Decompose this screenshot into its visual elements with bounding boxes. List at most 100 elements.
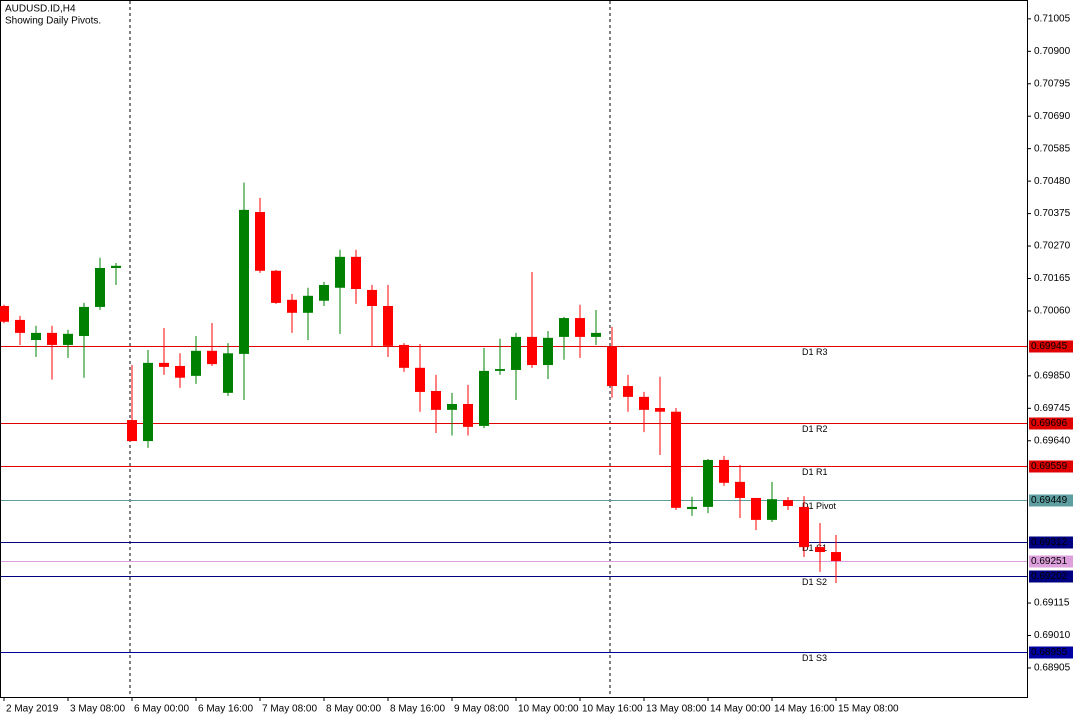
candle-body — [95, 267, 105, 307]
candle-body — [447, 403, 457, 410]
candle-body — [15, 319, 25, 333]
x-tick-label: 14 May 16:00 — [774, 704, 835, 715]
x-tick-label: 15 May 08:00 — [838, 704, 899, 715]
price-tag-label: 0.68955 — [1031, 647, 1068, 658]
candle-body — [271, 270, 281, 303]
candle-body — [431, 391, 441, 410]
candle-body — [623, 386, 633, 397]
y-tick-label: 0.71005 — [1034, 13, 1071, 24]
candle-body — [127, 420, 137, 442]
x-tick-label: 3 May 08:00 — [70, 704, 125, 715]
candle-body — [159, 362, 169, 367]
candle-body — [303, 295, 313, 313]
y-tick-label: 0.70585 — [1034, 143, 1071, 154]
candle-body — [703, 459, 713, 507]
price-tag-label: 0.69312 — [1031, 537, 1068, 548]
candle-body — [783, 500, 793, 506]
candle-body — [687, 506, 697, 510]
candle-body — [527, 336, 537, 366]
candle-body — [175, 365, 185, 378]
price-tag — [1029, 555, 1073, 568]
candle-body — [319, 284, 329, 301]
candle-body — [255, 212, 265, 271]
candle-body — [639, 396, 649, 410]
candle-body — [719, 459, 729, 483]
candle-body — [559, 318, 569, 337]
candle-body — [351, 256, 361, 289]
price-tag-label: 0.69251 — [1031, 556, 1068, 567]
y-tick-label: 0.69745 — [1034, 403, 1071, 414]
candle-body — [111, 265, 121, 268]
y-tick-label: 0.70690 — [1034, 111, 1071, 122]
candle-body — [367, 289, 377, 306]
candle-body — [191, 350, 201, 376]
pivot-name: D1 R2 — [802, 424, 828, 434]
candle-body — [575, 318, 585, 337]
candle-body — [31, 332, 41, 340]
candle-body — [463, 403, 473, 427]
candle-body — [511, 336, 521, 370]
chart-title: AUDUSD.ID,H4 — [5, 4, 76, 15]
candle-body — [63, 333, 73, 345]
pivot-name: D1 S2 — [802, 577, 827, 587]
candle-body — [239, 209, 249, 354]
candle-body — [799, 506, 809, 548]
y-tick-label: 0.70900 — [1034, 46, 1071, 57]
price-tag — [1029, 536, 1073, 549]
price-tag — [1029, 646, 1073, 659]
y-tick-label: 0.69640 — [1034, 435, 1071, 446]
x-tick-label: 13 May 08:00 — [646, 704, 707, 715]
y-tick-label: 0.70375 — [1034, 208, 1071, 219]
price-tag — [1029, 494, 1073, 507]
price-tag-label: 0.69945 — [1031, 341, 1068, 352]
y-tick-label: 0.68905 — [1034, 663, 1071, 674]
candle-body — [607, 346, 617, 387]
y-tick-label: 0.70060 — [1034, 306, 1071, 317]
y-tick-label: 0.70795 — [1034, 78, 1071, 89]
candle-body — [0, 306, 9, 322]
candle-body — [399, 344, 409, 368]
candle-body — [751, 497, 761, 520]
x-tick-label: 2 May 2019 — [6, 704, 59, 715]
candle-body — [383, 306, 393, 346]
x-tick-label: 10 May 00:00 — [518, 704, 579, 715]
candle-body — [287, 299, 297, 313]
pivot-name: D1 S3 — [802, 653, 827, 663]
candle-body — [479, 370, 489, 426]
y-tick-label: 0.70480 — [1034, 176, 1071, 187]
y-tick-label: 0.70165 — [1034, 273, 1071, 284]
candle-body — [655, 408, 665, 412]
pivot-name: D1 S1 — [802, 543, 827, 553]
candle-body — [543, 337, 553, 366]
y-tick-label: 0.69115 — [1034, 598, 1070, 609]
price-tag-label: 0.69696 — [1031, 418, 1068, 429]
price-tag — [1029, 417, 1073, 430]
pivot-name: D1 R3 — [802, 347, 828, 357]
candle-body — [495, 369, 505, 371]
y-tick-label: 0.69850 — [1034, 370, 1071, 381]
candle-body — [79, 306, 89, 336]
x-tick-label: 8 May 16:00 — [390, 704, 445, 715]
candle-body — [335, 256, 345, 288]
candle-body — [767, 499, 777, 520]
x-tick-label: 9 May 08:00 — [454, 704, 509, 715]
y-tick-label: 0.69010 — [1034, 630, 1071, 641]
chart-subtitle: Showing Daily Pivots. — [5, 16, 101, 27]
price-tag — [1029, 340, 1073, 353]
candle-body — [47, 332, 57, 345]
x-tick-label: 8 May 00:00 — [326, 704, 381, 715]
price-tag — [1029, 460, 1073, 473]
price-tag — [1029, 570, 1073, 583]
candle-body — [591, 332, 601, 337]
candle-body — [831, 552, 841, 561]
candle-body — [671, 411, 681, 508]
candle-body — [735, 481, 745, 498]
x-tick-label: 6 May 00:00 — [134, 704, 189, 715]
x-tick-label: 6 May 16:00 — [198, 704, 253, 715]
x-tick-label: 14 May 00:00 — [710, 704, 771, 715]
pivot-name: D1 R1 — [802, 467, 828, 477]
candle-body — [223, 353, 233, 393]
y-tick-label: 0.70270 — [1034, 241, 1071, 252]
price-tag-label: 0.69202 — [1031, 571, 1068, 582]
